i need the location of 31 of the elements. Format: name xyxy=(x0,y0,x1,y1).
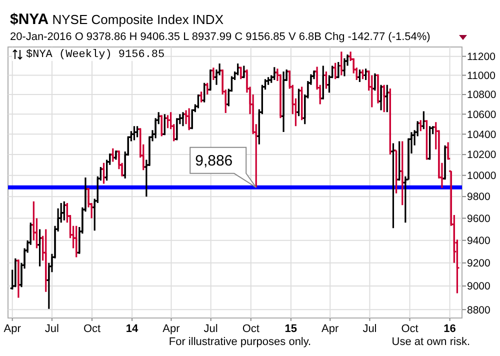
y-tick-label: 11200 xyxy=(467,51,496,64)
x-tick-label: Apr xyxy=(162,323,180,335)
x-tick-label: Jul xyxy=(204,323,218,335)
chart-title: $NYA NYSE Composite Index INDX xyxy=(10,11,224,28)
annotation: 9,886 xyxy=(195,152,233,170)
x-tick-label: Oct xyxy=(401,323,418,335)
x-tick-label: 14 xyxy=(126,323,140,335)
x-tick-label: Apr xyxy=(4,323,22,335)
text: For illustrative purposes only. xyxy=(168,336,312,348)
y-tick-label: 9200 xyxy=(467,258,491,270)
x-tick-label: Oct xyxy=(242,323,260,335)
text: Use at own risk. xyxy=(392,336,470,348)
y-tick-label: 9600 xyxy=(467,212,491,225)
y-tick-label: 8800 xyxy=(467,304,491,316)
x-tick-label: Jul xyxy=(44,323,59,335)
y-tick-label: 11000 xyxy=(467,70,496,82)
x-tick-label: 16 xyxy=(444,323,456,335)
x-tick-label: Apr xyxy=(322,323,339,335)
x-tick-label: Oct xyxy=(83,323,101,335)
y-tick-label: 10200 xyxy=(467,149,496,162)
y-tick-label: 10400 xyxy=(467,128,496,141)
y-tick-label: 10000 xyxy=(467,170,496,182)
x-tick-label: 15 xyxy=(284,323,298,335)
y-tick-label: 10800 xyxy=(467,89,496,102)
chart-subtitle: 20-Jan-2016 O 9378.86 H 9406.35 L 8937.99 C 9156.85 V 6.8B Chg -142.77 (-1.54%) xyxy=(10,31,430,43)
y-tick-label: 9800 xyxy=(467,191,491,204)
legend-title: $NYA (Weekly) 9156.85 xyxy=(26,49,165,61)
y-tick-label: 9000 xyxy=(467,280,491,293)
x-tick-label: Jul xyxy=(362,323,377,335)
y-tick-label: 10600 xyxy=(467,108,496,121)
y-tick-label: 9400 xyxy=(467,235,491,248)
